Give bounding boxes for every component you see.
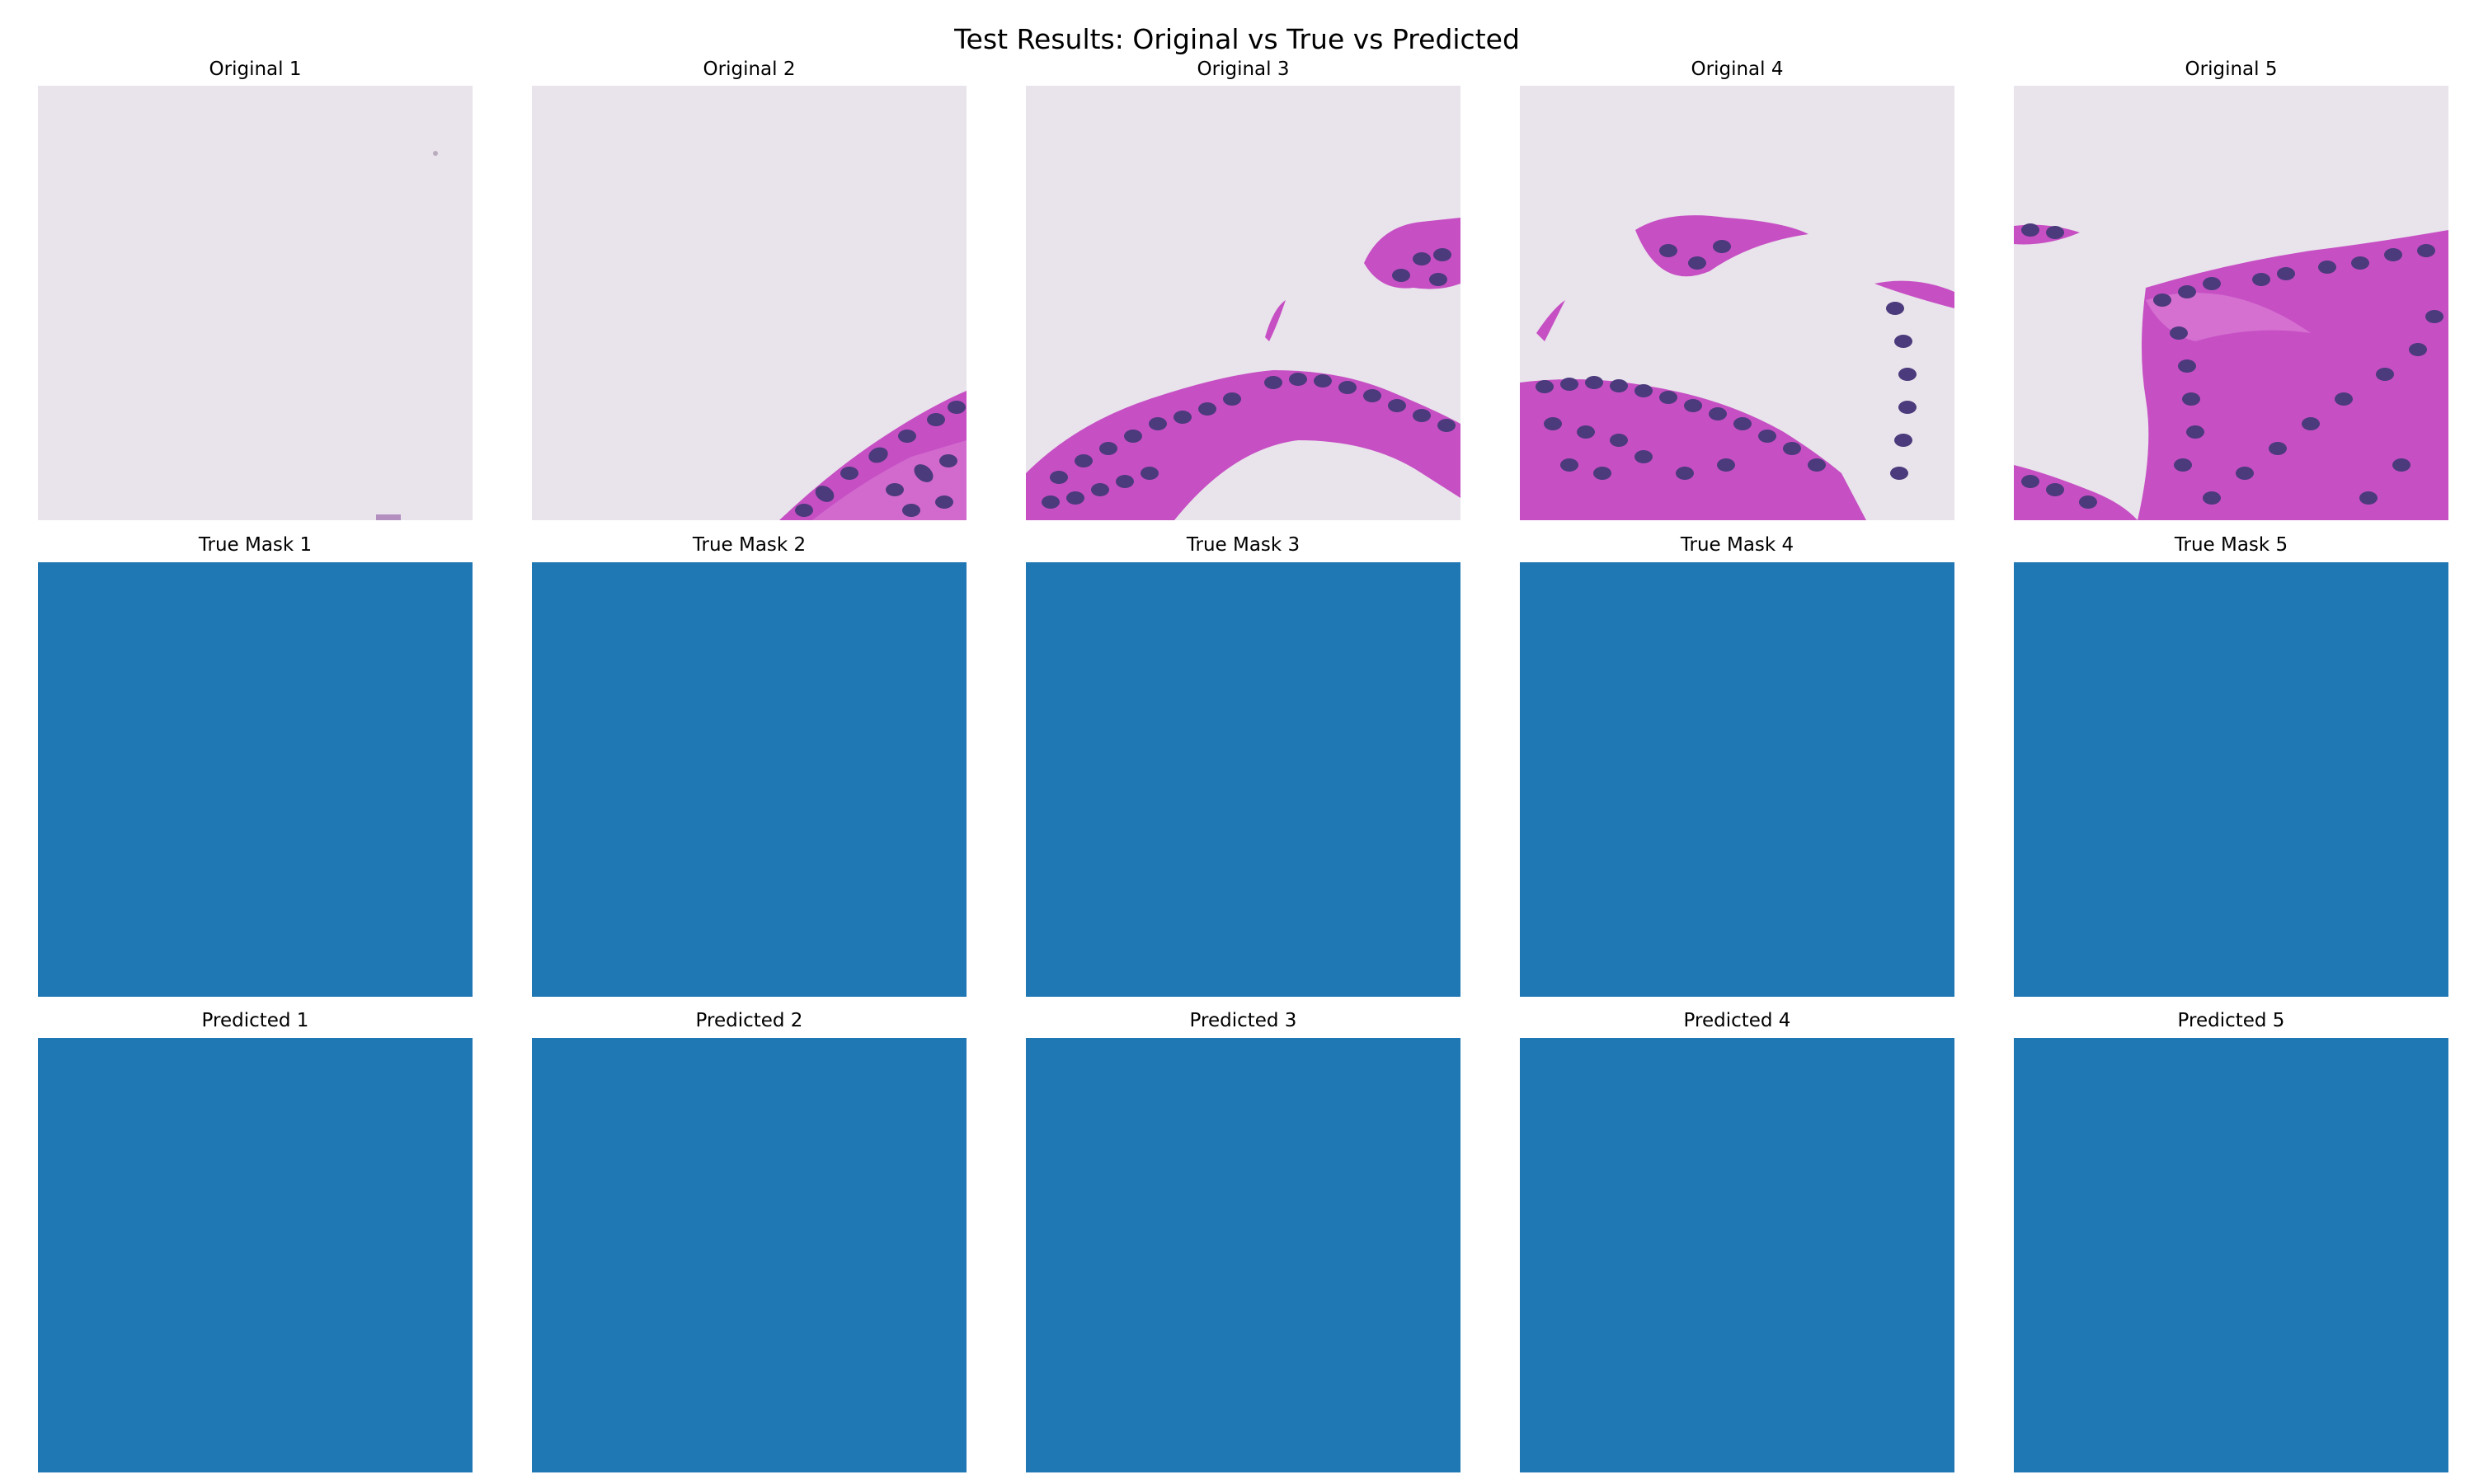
panel-title-original-5: Original 5 <box>2185 59 2278 80</box>
original-image-1 <box>38 86 473 520</box>
panel-title-predicted-4: Predicted 4 <box>1683 1010 1791 1031</box>
predicted-mask-image-4 <box>1520 1038 1954 1472</box>
predicted-mask-image-5 <box>2014 1038 2448 1472</box>
predicted-mask-image-3 <box>1026 1038 1460 1472</box>
panel-title-original-4: Original 4 <box>1691 59 1784 80</box>
panel-title-predicted-1: Predicted 1 <box>201 1010 309 1031</box>
true-mask-image-5 <box>2014 562 2448 997</box>
true-mask-image-4 <box>1520 562 1954 997</box>
panel-title-predicted-5: Predicted 5 <box>2177 1010 2285 1031</box>
panel-title-predicted-3: Predicted 3 <box>1189 1010 1297 1031</box>
panel-title-original-1: Original 1 <box>209 59 302 80</box>
true-mask-image-2 <box>532 562 967 997</box>
true-mask-image-3 <box>1026 562 1460 997</box>
panel-title-original-2: Original 2 <box>703 59 796 80</box>
original-image-5 <box>2014 86 2448 520</box>
panel-title-true-mask-5: True Mask 5 <box>2174 534 2288 556</box>
panel-title-true-mask-3: True Mask 3 <box>1186 534 1300 556</box>
predicted-mask-image-2 <box>532 1038 967 1472</box>
true-mask-image-1 <box>38 562 473 997</box>
panel-title-true-mask-4: True Mask 4 <box>1680 534 1794 556</box>
panel-title-predicted-2: Predicted 2 <box>695 1010 803 1031</box>
original-image-3 <box>1026 86 1460 520</box>
original-image-4 <box>1520 86 1954 520</box>
predicted-mask-image-1 <box>38 1038 473 1472</box>
panel-title-true-mask-1: True Mask 1 <box>198 534 313 556</box>
panel-title-original-3: Original 3 <box>1197 59 1290 80</box>
original-image-2 <box>532 86 967 520</box>
figure-title: Test Results: Original vs True vs Predic… <box>954 23 1520 55</box>
panel-title-true-mask-2: True Mask 2 <box>692 534 807 556</box>
